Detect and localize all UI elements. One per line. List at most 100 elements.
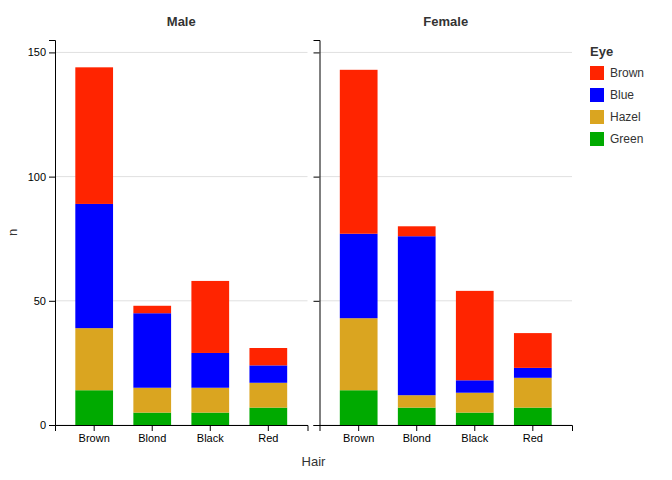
bar-segment — [133, 388, 171, 413]
bar-segment — [456, 291, 494, 380]
bar-segment — [75, 204, 113, 328]
x-axis-title: Hair — [302, 454, 327, 469]
bar-segment — [514, 408, 552, 425]
legend: EyeBrownBlueHazelGreen — [590, 44, 644, 146]
legend-swatch — [590, 132, 604, 146]
y-tick: 50 — [34, 295, 55, 307]
bar-segment — [398, 226, 436, 236]
legend-label: Green — [610, 132, 643, 146]
y-axis-line — [49, 41, 56, 426]
x-tick-mark — [474, 425, 475, 431]
x-tick: Brown — [343, 425, 374, 444]
bars — [75, 67, 287, 425]
y-tick-label: 100 — [28, 171, 46, 183]
x-tick: Blond — [403, 425, 431, 444]
x-tick-mark — [94, 425, 95, 431]
x-tick: Brown — [79, 425, 110, 444]
legend-label: Hazel — [610, 110, 641, 124]
y-tick — [314, 301, 320, 302]
panel-title: Male — [167, 14, 196, 29]
bar-segment — [456, 380, 494, 392]
grid — [320, 52, 573, 425]
legend-item: Hazel — [590, 110, 641, 124]
bar-segment — [398, 408, 436, 425]
x-tick-mark — [152, 425, 153, 431]
bar-segment — [75, 390, 113, 425]
bar-segment — [514, 378, 552, 408]
bar-segment — [249, 383, 287, 408]
bar-segment — [249, 408, 287, 425]
y-tick-mark — [314, 177, 320, 178]
x-tick-mark — [210, 425, 211, 431]
y-tick — [314, 425, 320, 426]
x-tick-label: Black — [197, 432, 224, 444]
y-tick-label: 150 — [28, 46, 46, 58]
y-tick-label: 0 — [40, 419, 46, 431]
bar-segment — [398, 236, 436, 395]
x-tick-label: Blond — [403, 432, 431, 444]
bar-segment — [398, 395, 436, 407]
legend-item: Green — [590, 132, 643, 146]
bar-segment — [191, 353, 229, 388]
grid-line — [55, 52, 308, 53]
bar-segment — [514, 368, 552, 378]
bar-segment — [133, 313, 171, 388]
grid-line — [320, 52, 573, 53]
y-tick-mark — [49, 52, 55, 53]
y-tick: 100 — [28, 171, 55, 183]
y-tick-mark — [314, 425, 320, 426]
grid — [55, 52, 308, 425]
x-tick-label: Red — [258, 432, 278, 444]
x-tick-mark — [416, 425, 417, 431]
bar-segment — [133, 306, 171, 313]
bar-segment — [191, 388, 229, 413]
x-axis: Brown Blond Black Red — [320, 425, 573, 444]
legend-swatch — [590, 88, 604, 102]
x-tick: Red — [258, 425, 278, 444]
legend-label: Brown — [610, 66, 644, 80]
x-tick-mark — [532, 425, 533, 431]
y-tick: 150 — [28, 46, 55, 58]
x-axis-line — [56, 426, 309, 432]
bar-segment — [340, 234, 378, 318]
x-tick: Black — [197, 425, 224, 444]
legend-swatch — [590, 66, 604, 80]
legend-swatch — [590, 110, 604, 124]
bar-segment — [456, 413, 494, 425]
y-tick: 0 — [40, 419, 55, 431]
y-tick — [314, 52, 320, 53]
chart-svg: 0 50 100 150 Brown Blond Black Red Male n Hair Brow… — [0, 0, 672, 480]
bars — [340, 70, 552, 425]
x-tick: Red — [523, 425, 543, 444]
legend-item: Brown — [590, 66, 644, 80]
bar-segment — [340, 390, 378, 425]
x-axis: Brown Blond Black Red — [56, 425, 309, 444]
bar-segment — [340, 70, 378, 234]
x-tick: Black — [461, 425, 488, 444]
x-tick: Blond — [138, 425, 166, 444]
x-tick-mark — [268, 425, 269, 431]
bar-segment — [340, 318, 378, 390]
y-tick-label: 50 — [34, 295, 46, 307]
y-tick-mark — [314, 52, 320, 53]
y-tick-mark — [314, 301, 320, 302]
x-tick-label: Blond — [138, 432, 166, 444]
x-tick-label: Red — [523, 432, 543, 444]
x-tick-mark — [358, 425, 359, 431]
panel: 0 50 100 150 Brown Blond Black Red Male n — [5, 14, 308, 444]
bar-segment — [249, 348, 287, 365]
y-tick — [314, 177, 320, 178]
panel-title: Female — [423, 14, 468, 29]
bar-segment — [514, 333, 552, 368]
legend-label: Blue — [610, 88, 634, 102]
y-tick-mark — [49, 425, 55, 426]
y-tick-mark — [49, 177, 55, 178]
x-tick-label: Black — [461, 432, 488, 444]
bar-segment — [249, 365, 287, 382]
x-tick-label: Brown — [79, 432, 110, 444]
y-axis-title: n — [5, 229, 20, 236]
x-tick-label: Brown — [343, 432, 374, 444]
legend-item: Blue — [590, 88, 634, 102]
y-axis: 0 50 100 150 — [28, 41, 56, 432]
y-tick-mark — [49, 301, 55, 302]
